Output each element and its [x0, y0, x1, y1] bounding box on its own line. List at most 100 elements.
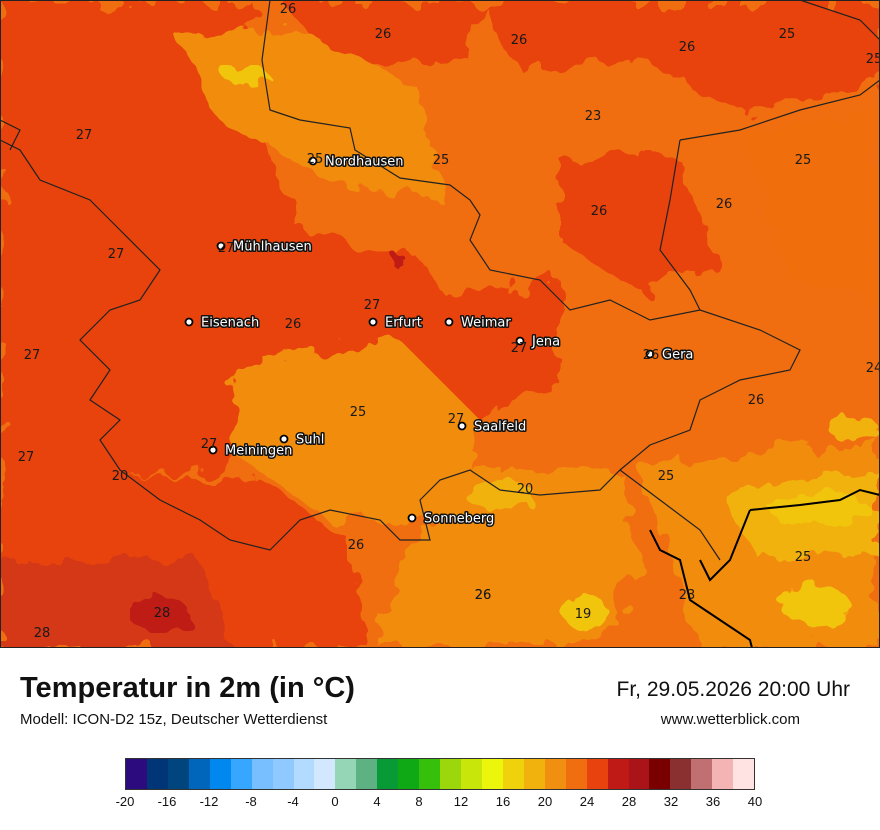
scale-swatch	[481, 759, 503, 789]
scale-tick-label: 24	[579, 794, 595, 809]
city-label: Gera	[662, 348, 693, 363]
scale-swatch	[146, 759, 168, 789]
city-dot	[216, 241, 226, 251]
temperature-value: 26	[475, 588, 492, 603]
forecast-datetime: Fr, 29.05.2026 20:00 Uhr	[616, 678, 851, 701]
state-borders	[0, 0, 880, 561]
scale-tick-label: 4	[373, 794, 381, 809]
scale-swatch	[398, 759, 420, 789]
model-info: Modell: ICON-D2 15z, Deutscher Wetterdie…	[20, 711, 328, 728]
city-label: Sonneberg	[424, 512, 494, 527]
scale-swatch	[733, 759, 755, 789]
temperature-value: 27	[18, 450, 35, 465]
scale-swatch	[440, 759, 461, 789]
scale-tick-label: 12	[453, 794, 469, 809]
temperature-value: 25	[779, 27, 796, 42]
temperature-value: 28	[154, 606, 171, 621]
city-marker-meiningen[interactable]: Meiningen	[208, 442, 294, 460]
temperature-value: 26	[716, 197, 733, 212]
scale-tick-label: 16	[495, 794, 511, 809]
scale-swatch	[712, 759, 734, 789]
temperature-value: 26	[748, 393, 765, 408]
city-label: Weimar	[461, 316, 511, 331]
scale-tick-label: -20	[115, 794, 135, 809]
scale-swatch	[565, 759, 587, 789]
scale-tick-label: -4	[287, 794, 299, 809]
temperature-value: 27	[108, 247, 125, 262]
city-dot	[208, 445, 218, 455]
temperature-value: 27	[364, 298, 381, 313]
temperature-value: 27	[448, 412, 465, 427]
city-marker-jena[interactable]: Jena	[515, 333, 562, 351]
temperature-value: 27	[24, 348, 41, 363]
scale-swatch	[586, 759, 608, 789]
scale-tick-label: 32	[663, 794, 679, 809]
city-label: Erfurt	[385, 316, 422, 331]
city-label: Nordhausen	[325, 155, 404, 170]
temperature-value: 25	[433, 153, 450, 168]
city-label: Meiningen	[225, 444, 292, 459]
city-marker-saalfeld[interactable]: Saalfeld	[457, 418, 528, 436]
city-label: Saalfeld	[474, 420, 526, 435]
scale-swatch	[670, 759, 692, 789]
scale-swatch	[544, 759, 566, 789]
scale-swatch	[628, 759, 650, 789]
scale-tick-label: -16	[157, 794, 177, 809]
scale-tick-label: 8	[415, 794, 423, 809]
temperature-value: 26	[591, 204, 608, 219]
city-marker-suhl[interactable]: Suhl	[279, 431, 326, 449]
city-marker-eisenach[interactable]: Eisenach	[184, 314, 261, 332]
city-marker-mühlhausen[interactable]: Mühlhausen	[216, 238, 313, 256]
scale-swatch	[523, 759, 545, 789]
scale-swatch	[230, 759, 252, 789]
scale-swatch	[356, 759, 378, 789]
temperature-map[interactable]: Nordhausen Mühlhausen Eisenach Erfurt Weimar…	[0, 0, 880, 648]
scale-tick-label: -8	[245, 794, 257, 809]
city-dot	[457, 421, 467, 431]
scale-swatch	[461, 759, 482, 789]
scale-swatch	[335, 759, 357, 789]
country-border	[649, 488, 880, 648]
scale-swatch	[649, 759, 671, 789]
temperature-value: 25	[795, 550, 812, 565]
scale-tick-label: 36	[705, 794, 721, 809]
city-marker-nordhausen[interactable]: Nordhausen	[308, 153, 405, 171]
temperature-value: 27	[76, 128, 93, 143]
city-marker-gera[interactable]: Gera	[645, 346, 695, 364]
scale-swatch	[167, 759, 189, 789]
city-marker-erfurt[interactable]: Erfurt	[368, 314, 423, 332]
temperature-value: 23	[679, 588, 696, 603]
city-marker-sonneberg[interactable]: Sonneberg	[407, 510, 496, 528]
temperature-value: 26	[285, 317, 302, 332]
city-dot	[368, 317, 378, 327]
city-dot	[308, 156, 318, 166]
temperature-value: 26	[280, 2, 297, 17]
scale-swatch	[126, 759, 147, 789]
scale-swatch	[419, 759, 441, 789]
scale-swatch	[188, 759, 210, 789]
temperature-value: 25	[795, 153, 812, 168]
scale-tick-label: 28	[621, 794, 637, 809]
map-title: Temperatur in 2m (in °C)	[20, 672, 355, 704]
temperature-value: 26	[475, 588, 492, 603]
temperature-value: 24	[866, 361, 880, 376]
city-marker-weimar[interactable]: Weimar	[444, 314, 513, 332]
scale-tick-label: -12	[199, 794, 219, 809]
scale-tick-label: 0	[331, 794, 339, 809]
city-dot	[444, 317, 454, 327]
city-layer: Nordhausen Mühlhausen Eisenach Erfurt Weimar…	[184, 153, 695, 528]
scale-swatch	[314, 759, 336, 789]
temperature-value: 26	[511, 33, 528, 48]
cool-patches	[130, 65, 880, 633]
scale-swatch	[691, 759, 713, 789]
scale-swatch	[502, 759, 524, 789]
map-canvas: Nordhausen Mühlhausen Eisenach Erfurt Weimar…	[0, 0, 880, 648]
website-link[interactable]: www.wetterblick.com	[660, 711, 800, 728]
temperature-value: 19	[575, 607, 592, 622]
city-dot	[279, 434, 289, 444]
scale-swatch	[607, 759, 629, 789]
color-scale	[125, 758, 755, 790]
temperature-value: 26	[348, 538, 365, 553]
temperature-value: 25	[307, 152, 324, 167]
temperature-zones	[0, 0, 880, 648]
